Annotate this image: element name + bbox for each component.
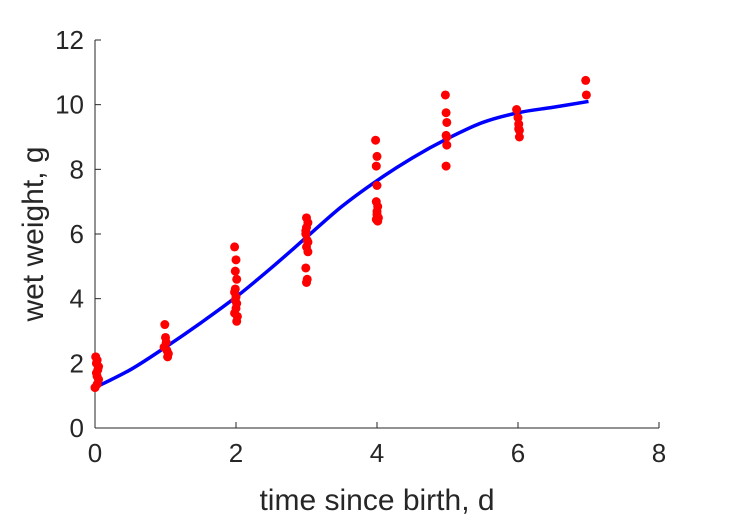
y-tick-label: 6 xyxy=(70,219,84,249)
y-axis-ticks: 0 2 4 6 8 10 12 xyxy=(55,25,101,443)
data-point xyxy=(581,75,591,85)
data-point xyxy=(440,90,450,100)
data-point xyxy=(232,274,242,284)
y-tick-label: 0 xyxy=(70,413,84,443)
data-point xyxy=(514,132,524,142)
x-axis-label: time since birth, d xyxy=(259,484,494,517)
data-point xyxy=(302,278,311,287)
x-axis-ticks: 0 2 4 6 8 xyxy=(88,422,666,468)
y-tick-label: 4 xyxy=(70,284,84,314)
data-point xyxy=(303,247,313,257)
data-point xyxy=(303,237,313,247)
x-tick-label: 4 xyxy=(370,438,384,468)
x-tick-label: 2 xyxy=(229,438,243,468)
x-tick-label: 8 xyxy=(652,438,666,468)
x-tick-label: 6 xyxy=(511,438,525,468)
data-point xyxy=(442,132,452,142)
y-tick-label: 12 xyxy=(55,25,84,55)
fit-curve-layer xyxy=(94,99,589,390)
data-point xyxy=(512,105,522,115)
y-axis-label: wet weight, g xyxy=(17,146,50,322)
fit-curve xyxy=(94,99,589,390)
data-point xyxy=(372,206,382,216)
data-point xyxy=(442,117,452,127)
data-point xyxy=(442,140,452,150)
data-point xyxy=(230,266,240,276)
data-point xyxy=(231,255,241,265)
data-point xyxy=(441,108,451,118)
data-point xyxy=(372,151,382,161)
data-point xyxy=(91,352,101,362)
data-point xyxy=(301,263,311,273)
axes xyxy=(94,40,659,429)
y-tick-label: 8 xyxy=(70,154,84,184)
data-point xyxy=(581,90,591,100)
data-point xyxy=(230,242,240,252)
y-tick-label: 10 xyxy=(55,90,84,120)
data-points-layer xyxy=(90,75,591,393)
data-point xyxy=(514,124,524,134)
data-point xyxy=(230,284,240,294)
data-point xyxy=(232,316,242,326)
data-point xyxy=(301,226,311,236)
data-point xyxy=(371,161,381,171)
data-point xyxy=(372,181,382,190)
y-tick-label: 2 xyxy=(70,348,84,378)
x-tick-label: 0 xyxy=(88,438,102,468)
data-point xyxy=(163,352,173,362)
data-point xyxy=(371,135,381,145)
data-point xyxy=(441,161,451,171)
data-point xyxy=(160,320,170,330)
